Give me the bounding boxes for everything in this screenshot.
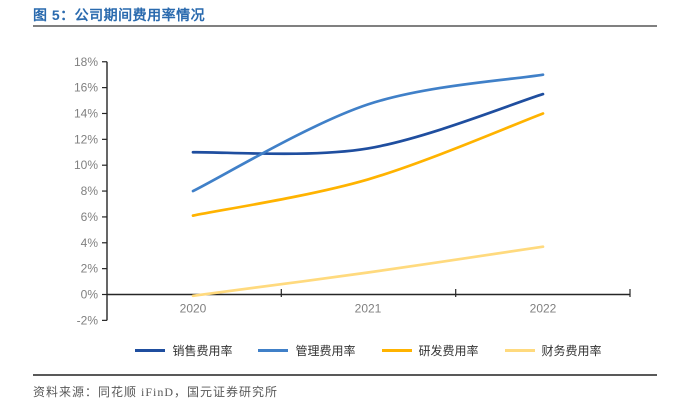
y-axis-tick-label: 14% <box>74 106 98 120</box>
series-line-0 <box>191 92 545 156</box>
y-axis-tick-label: 8% <box>81 184 99 198</box>
series-line-3 <box>191 245 545 298</box>
legend-item-3: 财务费用率 <box>504 342 602 359</box>
y-axis-tick-label: 18% <box>74 55 98 69</box>
legend-label-2: 研发费用率 <box>418 344 479 358</box>
y-axis-tick-label: -2% <box>77 313 99 327</box>
y-axis-tick-label: 6% <box>81 210 99 224</box>
legend-item-2: 研发费用率 <box>381 342 479 359</box>
y-axis-tick-label: 2% <box>81 262 99 276</box>
figure-title: 图 5：公司期间费用率情况 <box>33 7 206 23</box>
footer-divider <box>33 374 657 376</box>
y-axis-tick-label: 12% <box>74 132 98 146</box>
y-axis-tick-label: 16% <box>74 81 98 95</box>
legend-swatch-3 <box>504 349 535 352</box>
x-axis-tick-label: 2020 <box>180 302 207 316</box>
legend-item-1: 管理费用率 <box>258 342 356 359</box>
legend-swatch-0 <box>135 349 166 352</box>
y-axis-tick-label: 4% <box>81 236 99 250</box>
y-axis-tick-label: 0% <box>81 288 99 302</box>
source-note: 资料来源：同花顺 iFinD，国元证券研究所 <box>33 385 279 399</box>
header-divider <box>33 25 657 27</box>
series-line-1 <box>191 73 545 193</box>
legend-label-3: 财务费用率 <box>541 344 602 358</box>
series-line-2 <box>191 112 545 217</box>
legend-swatch-1 <box>258 349 289 352</box>
x-axis-tick-label: 2021 <box>355 302 382 316</box>
legend-label-1: 管理费用率 <box>295 344 356 358</box>
chart-legend: 销售费用率 管理费用率 研发费用率 财务费用率 <box>107 342 630 359</box>
legend-swatch-2 <box>381 349 412 352</box>
legend-item-0: 销售费用率 <box>135 342 232 359</box>
y-axis-tick-label: 10% <box>74 158 98 172</box>
legend-label-0: 销售费用率 <box>172 344 233 358</box>
x-axis-tick-label: 2022 <box>530 302 557 316</box>
